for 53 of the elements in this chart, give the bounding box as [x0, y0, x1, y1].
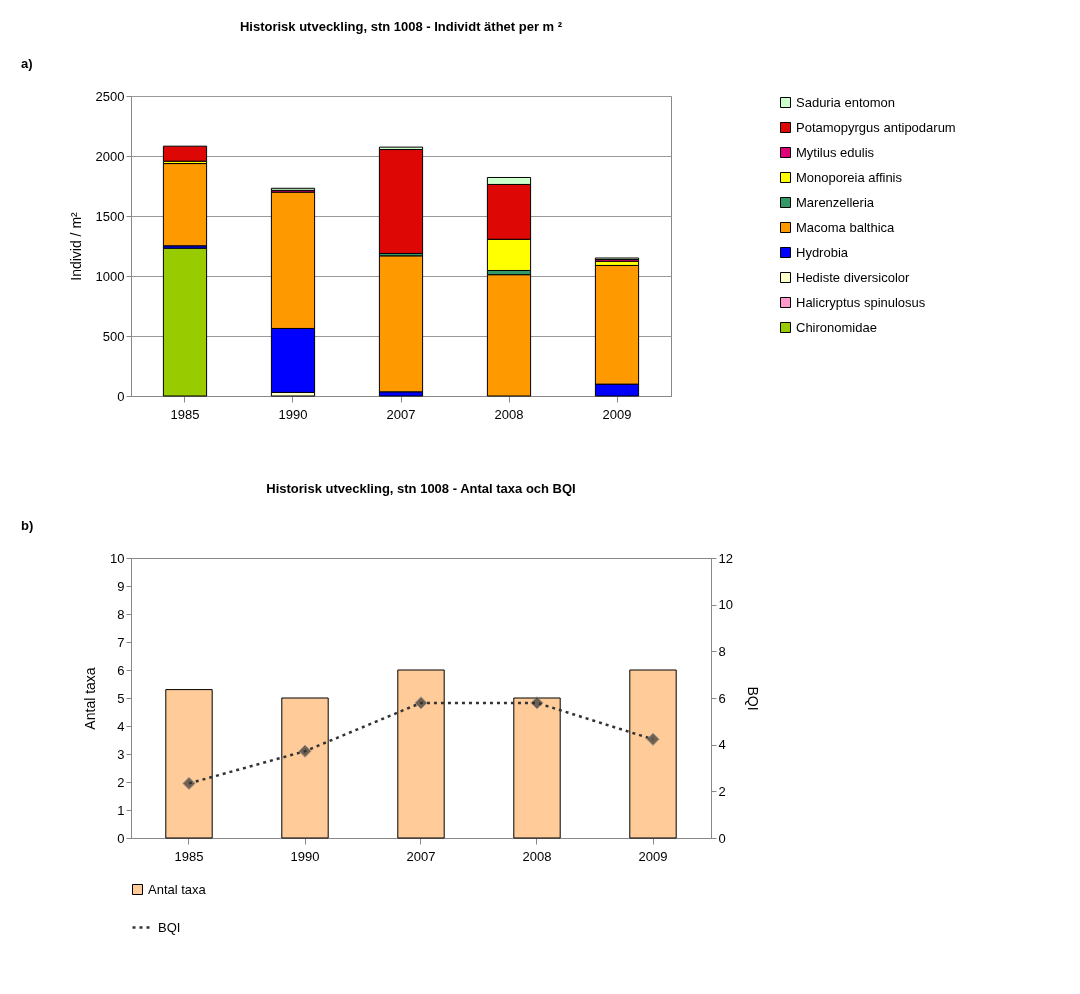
y-tick-label: 500 — [102, 328, 125, 344]
y2-tick-label: 4 — [718, 737, 726, 753]
y-axis-title: Individ / m² — [67, 211, 84, 281]
y-tick-label: 8 — [117, 606, 125, 622]
x-tick-label: 1990 — [278, 406, 308, 422]
legend-label: Saduria entomon — [796, 94, 896, 110]
legend-label: Antal taxa — [148, 881, 207, 897]
y-tick-label: 2500 — [95, 88, 125, 104]
legend-label: Hydrobia — [796, 244, 849, 260]
legend-label: Mytilus edulis — [796, 144, 875, 160]
legend-label: Marenzelleria — [796, 194, 875, 210]
y-tick-label: 4 — [117, 718, 125, 734]
y2-tick-label: 2 — [718, 783, 726, 799]
legend-label: BQI — [158, 919, 181, 935]
x-tick-label: 2008 — [522, 848, 552, 864]
legend-label: Macoma balthica — [796, 219, 896, 235]
y-tick-label: 0 — [117, 830, 125, 846]
legend-label: Halicryptus spinulosus — [796, 294, 926, 310]
x-tick-label: 2009 — [638, 848, 668, 864]
text: a) — [21, 56, 33, 71]
x-tick-label: 2009 — [602, 406, 632, 422]
x-tick-label: 1985 — [174, 848, 204, 864]
y2-tick-label: 10 — [718, 597, 733, 613]
chart-title: Historisk utveckling, stn 1008 - Antal taxa och BQI — [266, 481, 576, 496]
legend-label: Potamopyrgus antipodarum — [796, 119, 956, 135]
y-tick-label: 6 — [117, 662, 125, 678]
y-axis-title: Antal taxa — [82, 667, 99, 730]
legend-label: Hediste diversicolor — [796, 269, 911, 285]
y-tick-label: 10 — [110, 550, 125, 566]
chart-title: Historisk utveckling, stn 1008 - Individt äthet per m ² — [239, 19, 563, 34]
y-tick-label: 1000 — [95, 268, 125, 284]
y-tick-label: 1 — [117, 802, 125, 818]
y2-tick-label: 8 — [718, 643, 726, 659]
y2-tick-label: 6 — [718, 690, 726, 706]
x-tick-label: 2007 — [406, 848, 436, 864]
y-tick-label: 3 — [117, 746, 125, 762]
y-tick-label: 5 — [117, 690, 125, 706]
y2-axis-title: BQI — [744, 686, 761, 711]
y-tick-label: 2000 — [95, 148, 125, 164]
x-tick-label: 2008 — [494, 406, 524, 422]
legend-label: Chironomidae — [796, 319, 877, 335]
y2-tick-label: 12 — [718, 550, 733, 566]
x-tick-label: 1985 — [170, 406, 200, 422]
text: b) — [21, 518, 34, 533]
y2-tick-label: 0 — [718, 830, 726, 846]
x-tick-label: 1990 — [290, 848, 320, 864]
y-tick-label: 7 — [117, 634, 125, 650]
y-tick-label: 9 — [117, 578, 125, 594]
x-tick-label: 2007 — [386, 406, 416, 422]
y-tick-label: 2 — [117, 774, 125, 790]
y-tick-label: 1500 — [95, 208, 125, 224]
y-tick-label: 0 — [117, 388, 125, 404]
legend-label: Monoporeia affinis — [796, 169, 903, 185]
